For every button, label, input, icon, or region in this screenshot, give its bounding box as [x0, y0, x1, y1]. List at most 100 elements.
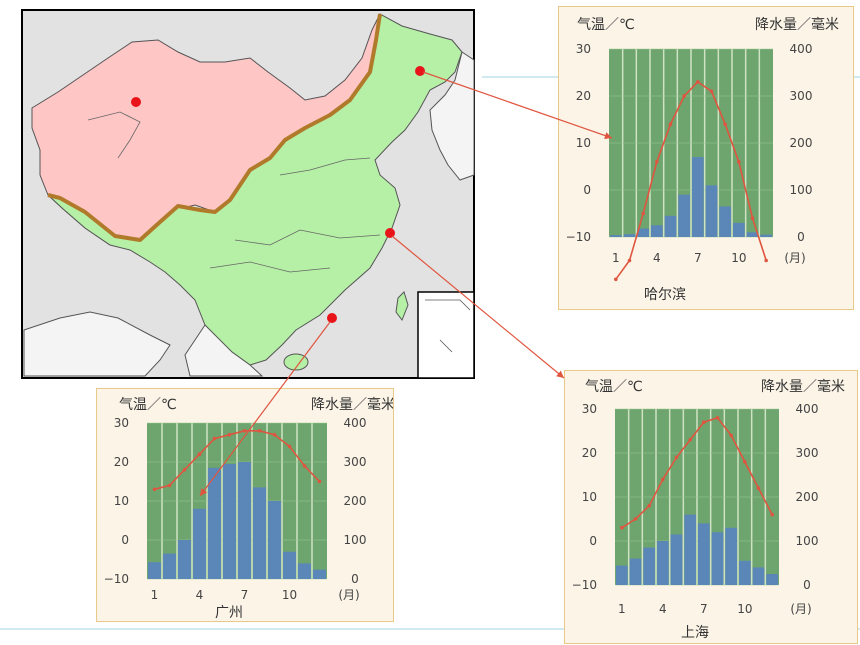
temperature-tick-label: −10: [572, 578, 597, 592]
precipitation-bar: [178, 540, 191, 579]
china-map-panel: [0, 0, 482, 388]
climate-chart-shanghai: 气温／℃ 降水量／毫米 30 20 10 0 −10 400 300 200 100 0 1 4 7 10 (月…: [564, 370, 858, 644]
precipitation-bar: [148, 562, 161, 579]
precipitation-bar: [670, 534, 683, 585]
temperature-point: [302, 464, 307, 468]
precipitation-tick-label: 0: [797, 230, 805, 244]
temperature-point: [743, 460, 747, 464]
temperature-line: [621, 416, 773, 529]
city-dot-guangzhou: [327, 313, 337, 323]
precipitation-bar: [705, 185, 718, 237]
decor-line-bottom: [0, 628, 860, 630]
south-china-sea-inset: [417, 291, 475, 379]
precipitation-tick-label: 300: [796, 446, 819, 460]
precipitation-bar: [657, 541, 669, 585]
precipitation-bar: [208, 467, 221, 579]
temperature-point: [614, 277, 618, 282]
temperature-point: [212, 436, 217, 441]
temperature-tick-label: 0: [121, 533, 129, 547]
boundary-line: [47, 13, 382, 242]
temperature-point: [647, 504, 651, 508]
precipitation-tick-label: 100: [344, 533, 367, 547]
city-dot-shanghai: [385, 228, 395, 238]
precipitation-bar: [238, 462, 251, 579]
city-dot-harbin: [415, 66, 425, 76]
precipitation-bar: [739, 560, 751, 585]
month-axis-label: (月): [790, 602, 811, 616]
temperature-tick-label: −10: [566, 230, 591, 244]
temperature-point: [723, 122, 727, 126]
precipitation-tick-label: 0: [803, 578, 811, 592]
temperature-tick-label: 30: [114, 416, 129, 430]
precipitation-bar: [253, 487, 266, 579]
month-tick-label: 7: [241, 588, 249, 602]
temperature-point: [242, 429, 247, 433]
climate-chart-guangzhou: 气温／℃ 降水量／毫米 30 20 10 0 −10 400 300 200 100 0 1 4 7 10 (月…: [96, 388, 394, 622]
precipitation-bar: [760, 234, 772, 237]
month-axis-label: (月): [784, 251, 805, 265]
map-detail-lines: [87, 111, 381, 273]
temperature-axis-title: 气温／℃: [585, 379, 643, 395]
temperature-point: [750, 216, 755, 220]
temperature-point: [709, 89, 714, 94]
temperature-point: [668, 122, 673, 126]
city-dot-northwest: [131, 97, 141, 107]
month-tick-label: 4: [653, 251, 661, 265]
temperature-point: [197, 452, 202, 456]
month-tick-label: 10: [731, 251, 746, 265]
month-tick-label: 1: [618, 602, 626, 616]
precipitation-bar: [733, 222, 745, 237]
temperature-point: [641, 211, 645, 216]
city-name: 哈尔滨: [644, 287, 686, 303]
precipitation-bar: [616, 565, 628, 585]
precipitation-bar: [163, 553, 176, 579]
month-tick-label: 1: [612, 251, 620, 265]
temperature-tick-label: 0: [589, 534, 597, 548]
temperature-point: [317, 479, 322, 484]
neighbor-land-sw: [23, 311, 171, 377]
temperature-tick-label: 10: [576, 136, 591, 150]
precipitation-tick-label: 300: [790, 89, 813, 103]
precipitation-bar: [684, 514, 696, 585]
month-axis-label: (月): [338, 588, 359, 602]
precipitation-bar: [629, 558, 642, 585]
precipitation-bar: [283, 551, 296, 579]
precipitation-bar: [719, 206, 731, 237]
month-tick-label: 7: [700, 602, 708, 616]
precipitation-bar: [298, 563, 311, 579]
month-tick-label: 4: [659, 602, 667, 616]
precipitation-tick-label: 100: [796, 534, 819, 548]
temperature-point: [737, 160, 741, 164]
temperature-point: [272, 432, 277, 437]
precipitation-bar: [678, 194, 690, 237]
precipitation-axis-title: 降水量／毫米: [761, 378, 845, 395]
temperature-point: [633, 517, 638, 521]
temperature-point: [655, 160, 659, 164]
month-tick-label: 7: [694, 251, 702, 265]
china-map: [21, 9, 475, 379]
precipitation-bar: [746, 232, 759, 237]
temperature-point: [167, 483, 172, 488]
temperature-point: [287, 444, 292, 449]
temperature-line: [615, 80, 767, 280]
precipitation-bar: [313, 569, 326, 579]
temperature-tick-label: 10: [582, 490, 597, 504]
temperature-tick-label: −10: [104, 572, 129, 586]
temperature-tick-label: 20: [576, 89, 591, 103]
precipitation-tick-label: 200: [790, 136, 813, 150]
month-tick-label: 10: [737, 602, 752, 616]
temperature-point: [702, 420, 706, 424]
precipitation-bar: [725, 527, 737, 585]
temperature-axis-title: 气温／℃: [577, 17, 635, 33]
temperature-point: [682, 94, 686, 98]
precipitation-axis-title: 降水量／毫米: [755, 16, 839, 33]
precipitation-bar: [711, 532, 724, 585]
precipitation-bar: [643, 547, 655, 585]
temperature-point: [688, 438, 692, 442]
temperature-point: [182, 468, 187, 472]
temperature-point: [661, 477, 665, 482]
temperature-point: [729, 433, 733, 438]
temperature-tick-label: 0: [583, 183, 591, 197]
month-tick-label: 10: [282, 588, 297, 602]
